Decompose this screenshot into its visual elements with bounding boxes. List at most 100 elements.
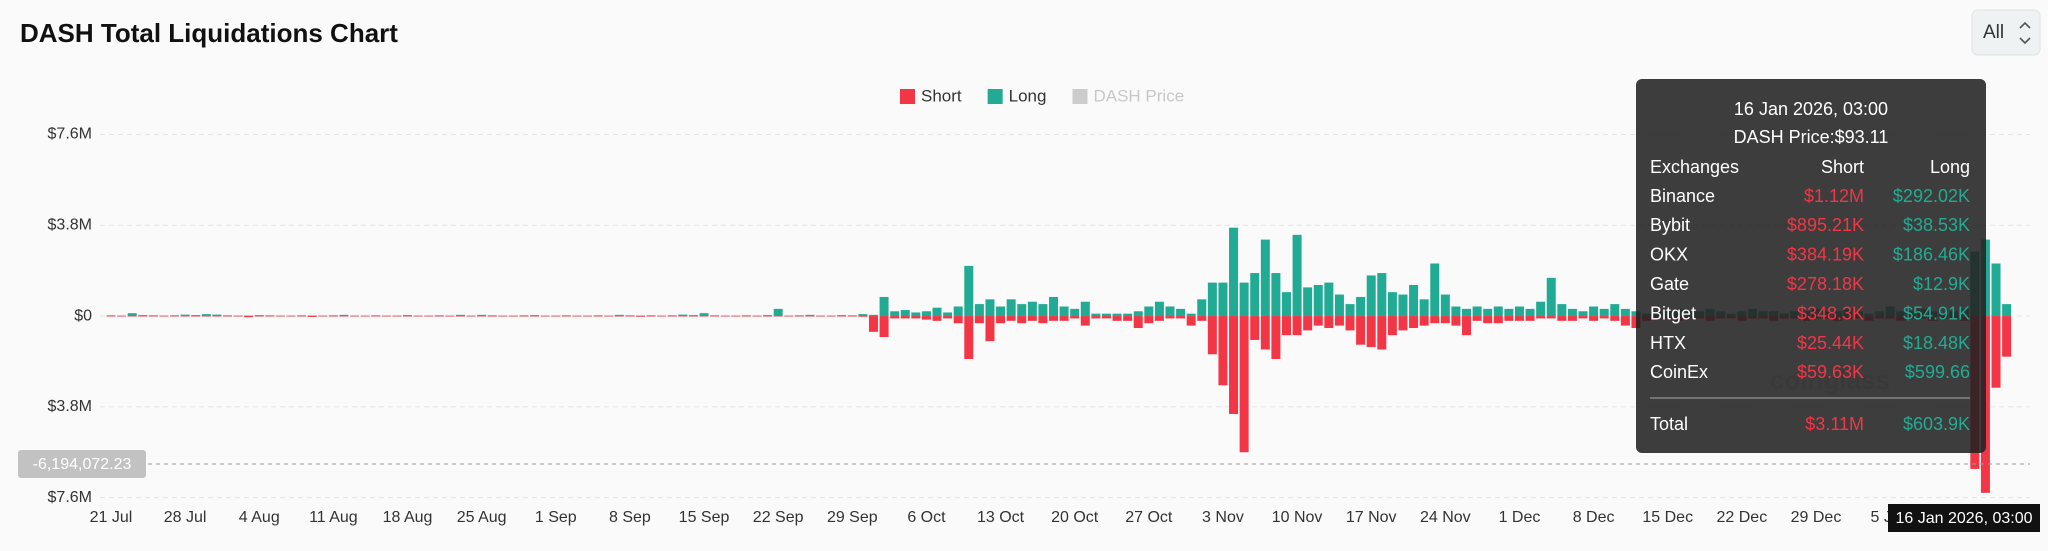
tooltip-header: Short: [1821, 157, 1864, 177]
short-bar: [1398, 316, 1408, 331]
short-bar: [1557, 316, 1567, 321]
legend-label[interactable]: Long: [1009, 86, 1047, 105]
range-button[interactable]: All: [1971, 9, 2041, 56]
long-bar: [625, 315, 635, 317]
long-bar: [1218, 282, 1228, 317]
long-bar: [1419, 299, 1429, 317]
short-bar: [1154, 316, 1164, 321]
short-bar: [964, 316, 974, 360]
legend-label[interactable]: DASH Price: [1093, 86, 1184, 105]
tooltip-value: $25.44K: [1797, 333, 1864, 353]
crosshair-x-label: 16 Jan 2026, 03:00: [1895, 510, 2032, 527]
tooltip-exchange: Binance: [1650, 186, 1715, 206]
short-bar: [900, 316, 910, 319]
x-tick-label: 21 Jul: [90, 509, 133, 526]
long-bar: [741, 315, 751, 317]
legend-swatch[interactable]: [900, 89, 915, 104]
short-bar: [1504, 316, 1514, 321]
legend-item[interactable]: DASH Price: [1072, 86, 1184, 105]
tooltip-header: Exchanges: [1650, 157, 1739, 177]
long-bar: [1281, 292, 1291, 317]
long-bar: [667, 315, 677, 317]
long-bar: [1514, 306, 1524, 317]
long-bar: [847, 315, 857, 317]
legend-swatch[interactable]: [987, 89, 1003, 104]
short-bar: [1059, 316, 1069, 321]
x-tick-label: 11 Aug: [309, 509, 358, 526]
x-tick-label: 15 Dec: [1642, 509, 1693, 526]
long-bar: [1197, 299, 1207, 317]
long-bar: [1631, 311, 1641, 317]
long-bar: [1038, 304, 1048, 317]
long-bar: [1578, 311, 1588, 317]
x-tick-label: 24 Nov: [1420, 509, 1471, 526]
x-tick-label: 25 Aug: [457, 509, 507, 526]
legend-item[interactable]: Short: [900, 86, 962, 105]
short-bar: [932, 316, 942, 321]
long-bar: [794, 315, 804, 317]
long-bar: [1154, 301, 1164, 317]
button-icon[interactable]: [2019, 21, 2031, 45]
tooltip-value: $895.21K: [1787, 215, 1864, 235]
tooltip-value: $186.46K: [1893, 245, 1970, 265]
long-bar: [1409, 284, 1419, 317]
long-bar: [1620, 308, 1630, 317]
long-bar: [170, 315, 180, 317]
short-bar: [244, 316, 254, 318]
long-bar: [1377, 273, 1387, 317]
short-bar: [1260, 316, 1270, 350]
button-bg[interactable]: [1971, 9, 2041, 56]
short-bar: [1578, 316, 1588, 319]
short-bar: [1610, 316, 1620, 321]
long-bar: [106, 315, 116, 317]
x-tick-label: 22 Dec: [1717, 509, 1768, 526]
short-bar: [1631, 316, 1641, 328]
short-bar: [1356, 316, 1366, 345]
y-tick-label: $7.6M: [48, 126, 92, 143]
short-bar: [985, 316, 995, 342]
long-bar: [1430, 263, 1440, 317]
short-bar: [879, 316, 889, 338]
legend-label[interactable]: Short: [921, 86, 962, 105]
long-bar: [593, 315, 603, 317]
tooltip-exchange: OKX: [1650, 245, 1688, 265]
long-bar: [1462, 308, 1472, 317]
short-bar: [1250, 316, 1260, 340]
x-tick-label: 20 Oct: [1051, 509, 1099, 526]
x-tick-label: 6 Oct: [907, 509, 946, 526]
long-bar: [678, 314, 688, 317]
long-bar: [1366, 275, 1376, 317]
long-bar: [1536, 301, 1546, 317]
x-tick-label: 29 Dec: [1791, 509, 1842, 526]
short-bar: [1525, 316, 1535, 321]
x-tick-label: 4 Aug: [239, 509, 280, 526]
long-bar: [688, 315, 698, 317]
tooltip-price: DASH Price:$93.11: [1734, 127, 1889, 147]
long-bar: [1398, 294, 1408, 317]
long-bar: [710, 315, 720, 317]
y-tick-label: $0: [74, 307, 92, 324]
short-bar: [1027, 316, 1037, 321]
y-tick-label: $7.6M: [48, 489, 92, 506]
long-bar: [222, 315, 232, 317]
long-bar: [212, 314, 222, 317]
long-bar: [1186, 313, 1196, 317]
button-label[interactable]: All: [1983, 22, 2004, 43]
long-bar: [455, 314, 465, 317]
short-bar: [1133, 316, 1143, 328]
long-bar: [911, 312, 921, 317]
long-bar: [890, 311, 900, 317]
long-bar: [1356, 296, 1366, 317]
short-bar: [1599, 316, 1609, 319]
short-bar: [1472, 316, 1482, 321]
legend-item[interactable]: Long: [987, 86, 1047, 105]
short-bar: [1313, 316, 1323, 326]
long-bar: [1334, 294, 1344, 317]
long-bar: [403, 315, 413, 317]
short-bar: [858, 316, 868, 317]
short-bar: [1218, 316, 1228, 386]
legend-swatch[interactable]: [1072, 89, 1088, 104]
long-bar: [1123, 313, 1133, 317]
short-bar: [943, 316, 953, 319]
long-bar: [1271, 273, 1281, 317]
